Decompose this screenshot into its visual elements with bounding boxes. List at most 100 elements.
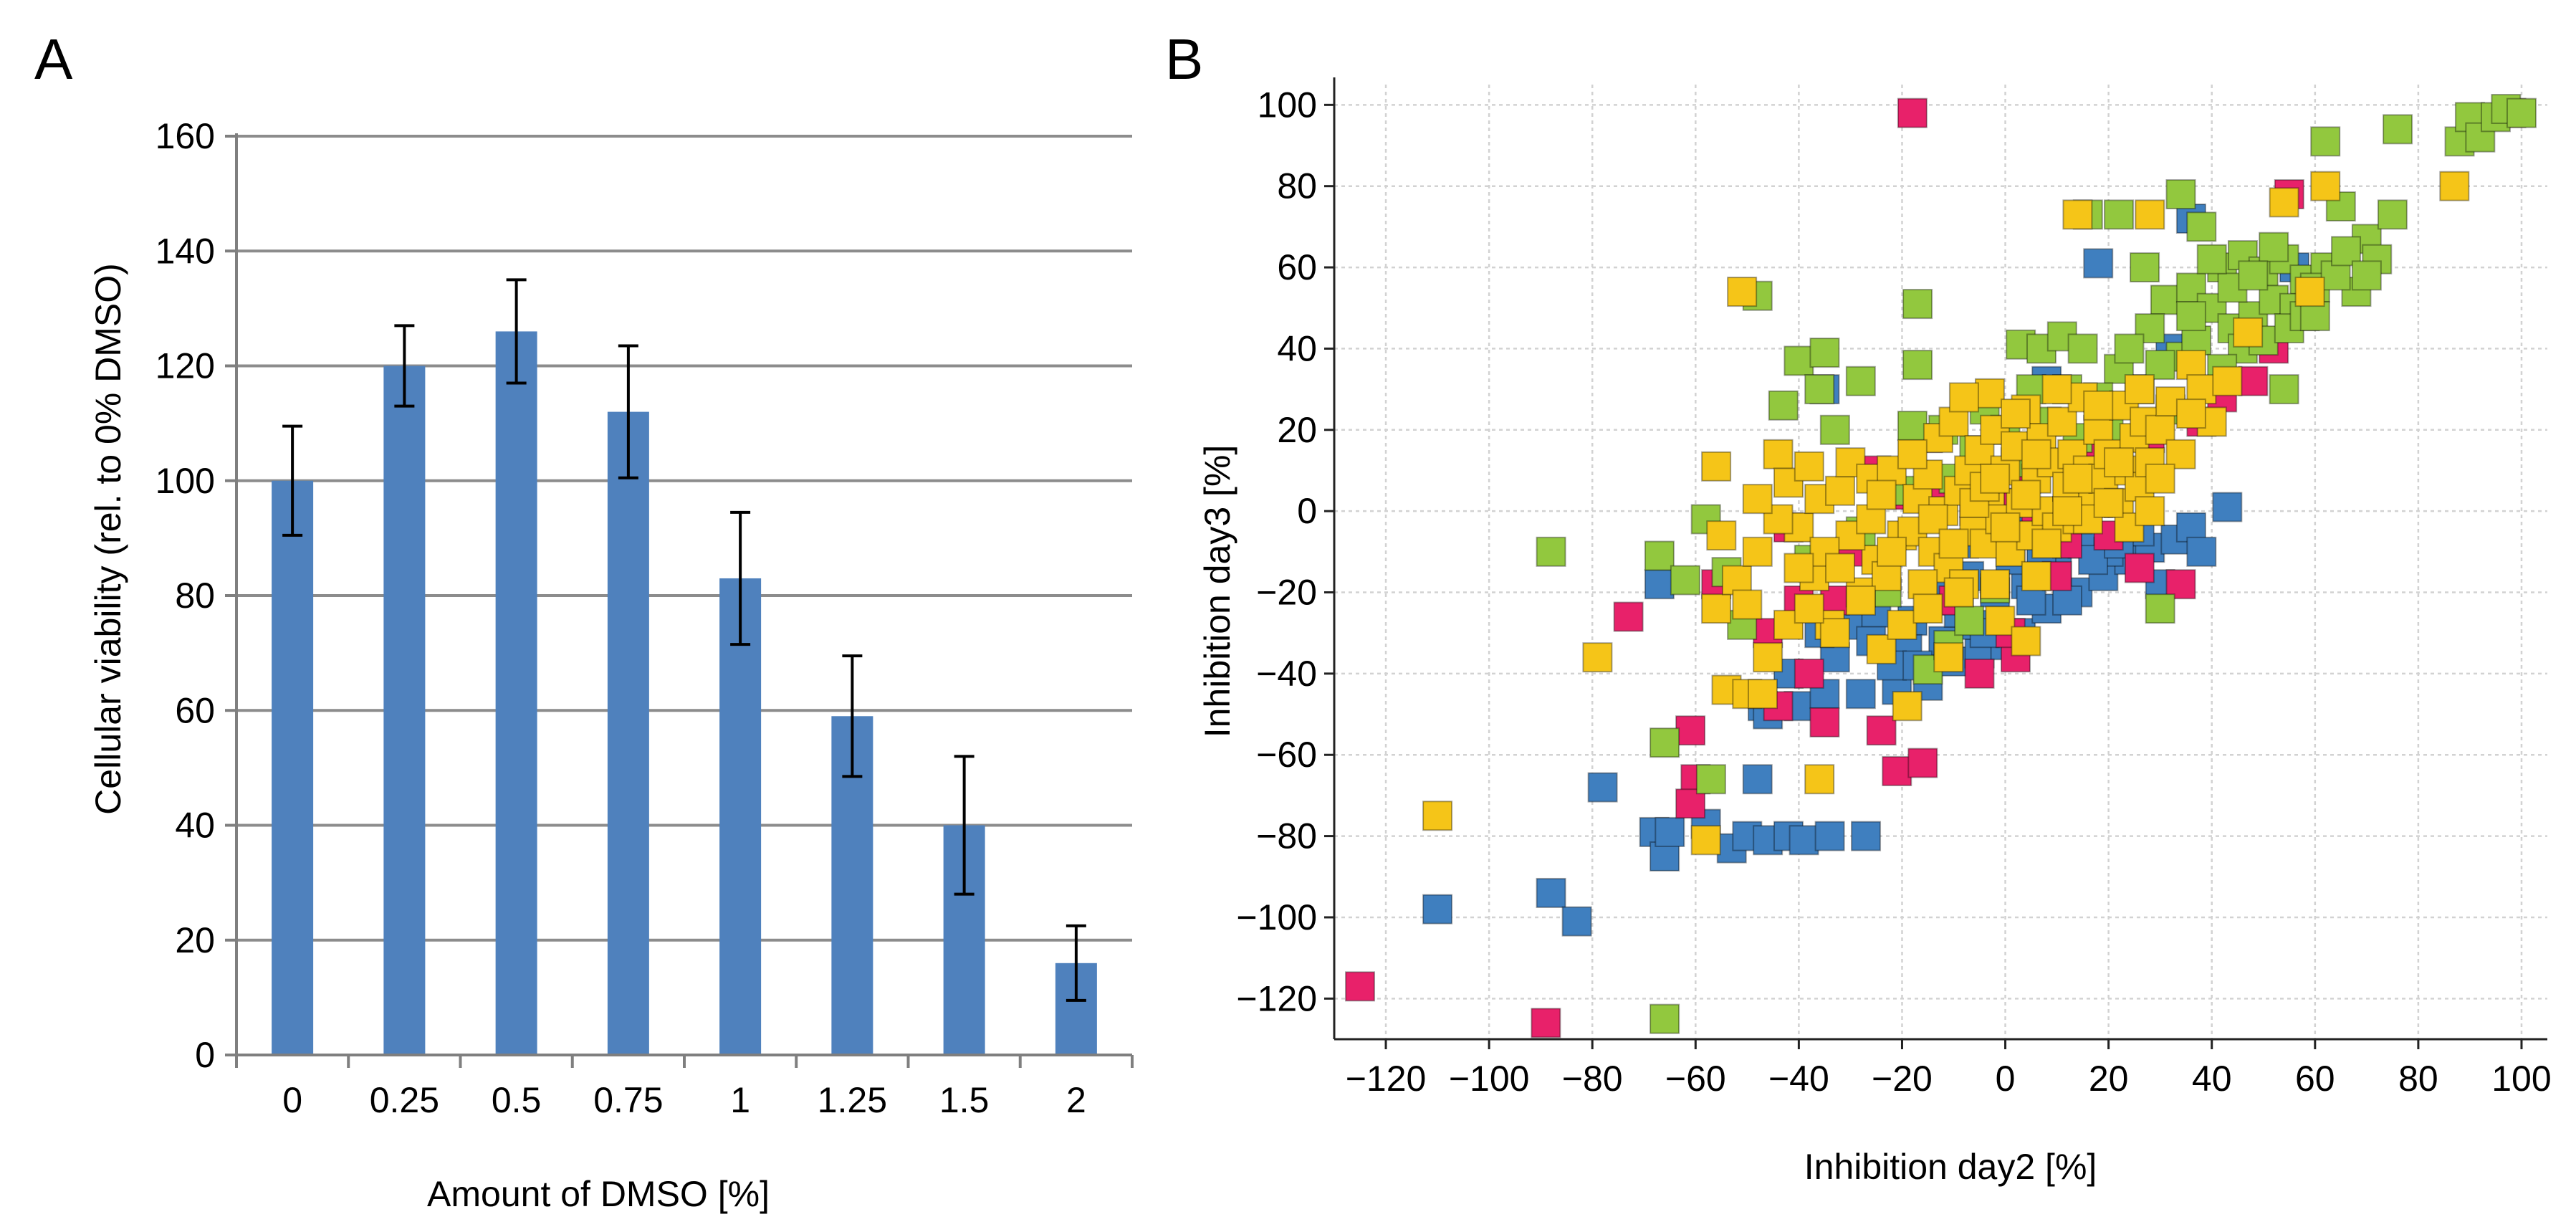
scatter-point [1763,439,1794,469]
scatter-point [1933,642,1964,673]
scatter-point [1897,97,1928,128]
scatter-point [1985,606,2016,636]
y-tick-label-a: 160 [155,116,215,156]
scatter-point [1649,727,1680,758]
scatter-point [1783,553,1814,583]
x-axis-title-a: Amount of DMSO [%] [427,1174,770,1214]
x-axis-title-b: Inhibition day2 [%] [1804,1147,2097,1187]
x-tick-label-b: 0 [1996,1059,2016,1099]
scatter-point [1804,764,1835,795]
scatter-point [1907,569,1938,600]
x-tick-label-a: 1.5 [939,1080,990,1120]
x-tick-label-a: 1 [730,1080,750,1120]
scatter-point [1670,565,1700,596]
scatter-point [1809,707,1840,737]
scatter-point [2294,277,2325,307]
scatter-point [1655,816,1685,847]
scatter-point [2310,171,2341,201]
scatter-point [1912,459,1943,490]
y-tick-label-b: −100 [1236,897,1317,937]
scatter-point [1845,585,1876,616]
scatter-point [1980,463,2011,494]
y-tick-label-a: 100 [155,461,215,501]
error-bar [506,278,527,385]
scatter-point [2238,366,2269,396]
scatter-point [2196,244,2227,274]
y-tick-label-a: 40 [175,806,215,846]
scatter-point [2383,114,2413,145]
scatter-point [1675,788,1706,819]
scatter-point [2150,285,2180,315]
scatter-point [1675,715,1706,746]
scatter-point [1974,378,2005,409]
y-tick-label-a: 120 [155,346,215,386]
scatter-point [2130,252,2160,283]
scatter-point [1587,772,1618,803]
x-tick-label-b: −20 [1872,1059,1933,1099]
scatter-point [2331,236,2362,267]
scatter-point [1794,593,1824,624]
scatter-point [1649,841,1680,872]
scatter-point [1917,504,1948,535]
y-axis-title-b: Inhibition day3 [%] [1197,445,1237,738]
scatter-point [2259,231,2289,262]
scatter-point [1794,451,1824,482]
scatter-point [1887,609,1917,640]
y-tick-label-a: 0 [195,1035,215,1075]
x-tick-label-a: 0.25 [370,1080,439,1120]
scatter-point [1701,593,1732,624]
error-bar [282,424,303,537]
scatter-point [1902,289,1933,320]
scatter-point [1747,679,1778,710]
x-tick-label-b: −60 [1665,1059,1726,1099]
scatter-point [1964,658,1995,689]
scatter-point [2145,414,2175,445]
scatter-point [1753,642,1783,673]
scatter-point [1582,642,1613,673]
scatter-point [2083,414,2114,445]
scatter-point [1819,618,1850,649]
scatter-point [1732,589,1763,620]
scatter-point [2011,479,2041,510]
scatter-point [1422,894,1453,925]
scatter-point [1825,553,1856,583]
scatter-point [2175,350,2206,381]
scatter-point [2114,333,2145,364]
scatter-point [1871,560,1902,591]
scatter-point [1561,906,1592,937]
scatter-point [2124,553,2155,583]
bar [607,411,649,1055]
scatter-point [1794,658,1824,689]
scatter-point [1877,536,1907,567]
y-axis-title-a: Cellular viability (rel. to 0% DMSO) [88,263,128,815]
error-bar [618,344,638,479]
scatter-point [1907,748,1938,778]
scatter-point [2046,406,2077,437]
scatter-point [2000,398,2031,429]
scatter-point [1954,606,1985,636]
scatter-point [2186,374,2217,405]
scatter-point [2041,374,2072,405]
scatter-point [2175,301,2206,332]
scatter-point [2124,374,2155,405]
bar-chart-panel-a: A 0 20 40 60 80 100 120 140 160 0 0.25 0.5 0.75 1 1.2… [34,27,1134,1214]
scatter-point [1742,484,1773,515]
scatter-point [2238,260,2269,291]
series-yellow [1422,171,2470,856]
scatter-point [1866,479,1897,510]
error-bar [730,510,751,646]
y-tick-label-b: −40 [1256,654,1317,694]
y-tick-label-a: 80 [175,576,215,616]
scatter-point [2021,560,2051,591]
scatter-point [1536,877,1566,908]
scatter-point [1948,382,1979,413]
scatter-point [2439,171,2470,201]
scatter-point [1804,374,1835,405]
error-bar [954,755,975,896]
panel-label-b: B [1165,27,1203,91]
scatter-point [1819,414,1850,445]
scatter-point [2310,126,2341,157]
scatter-point [2057,439,2088,469]
